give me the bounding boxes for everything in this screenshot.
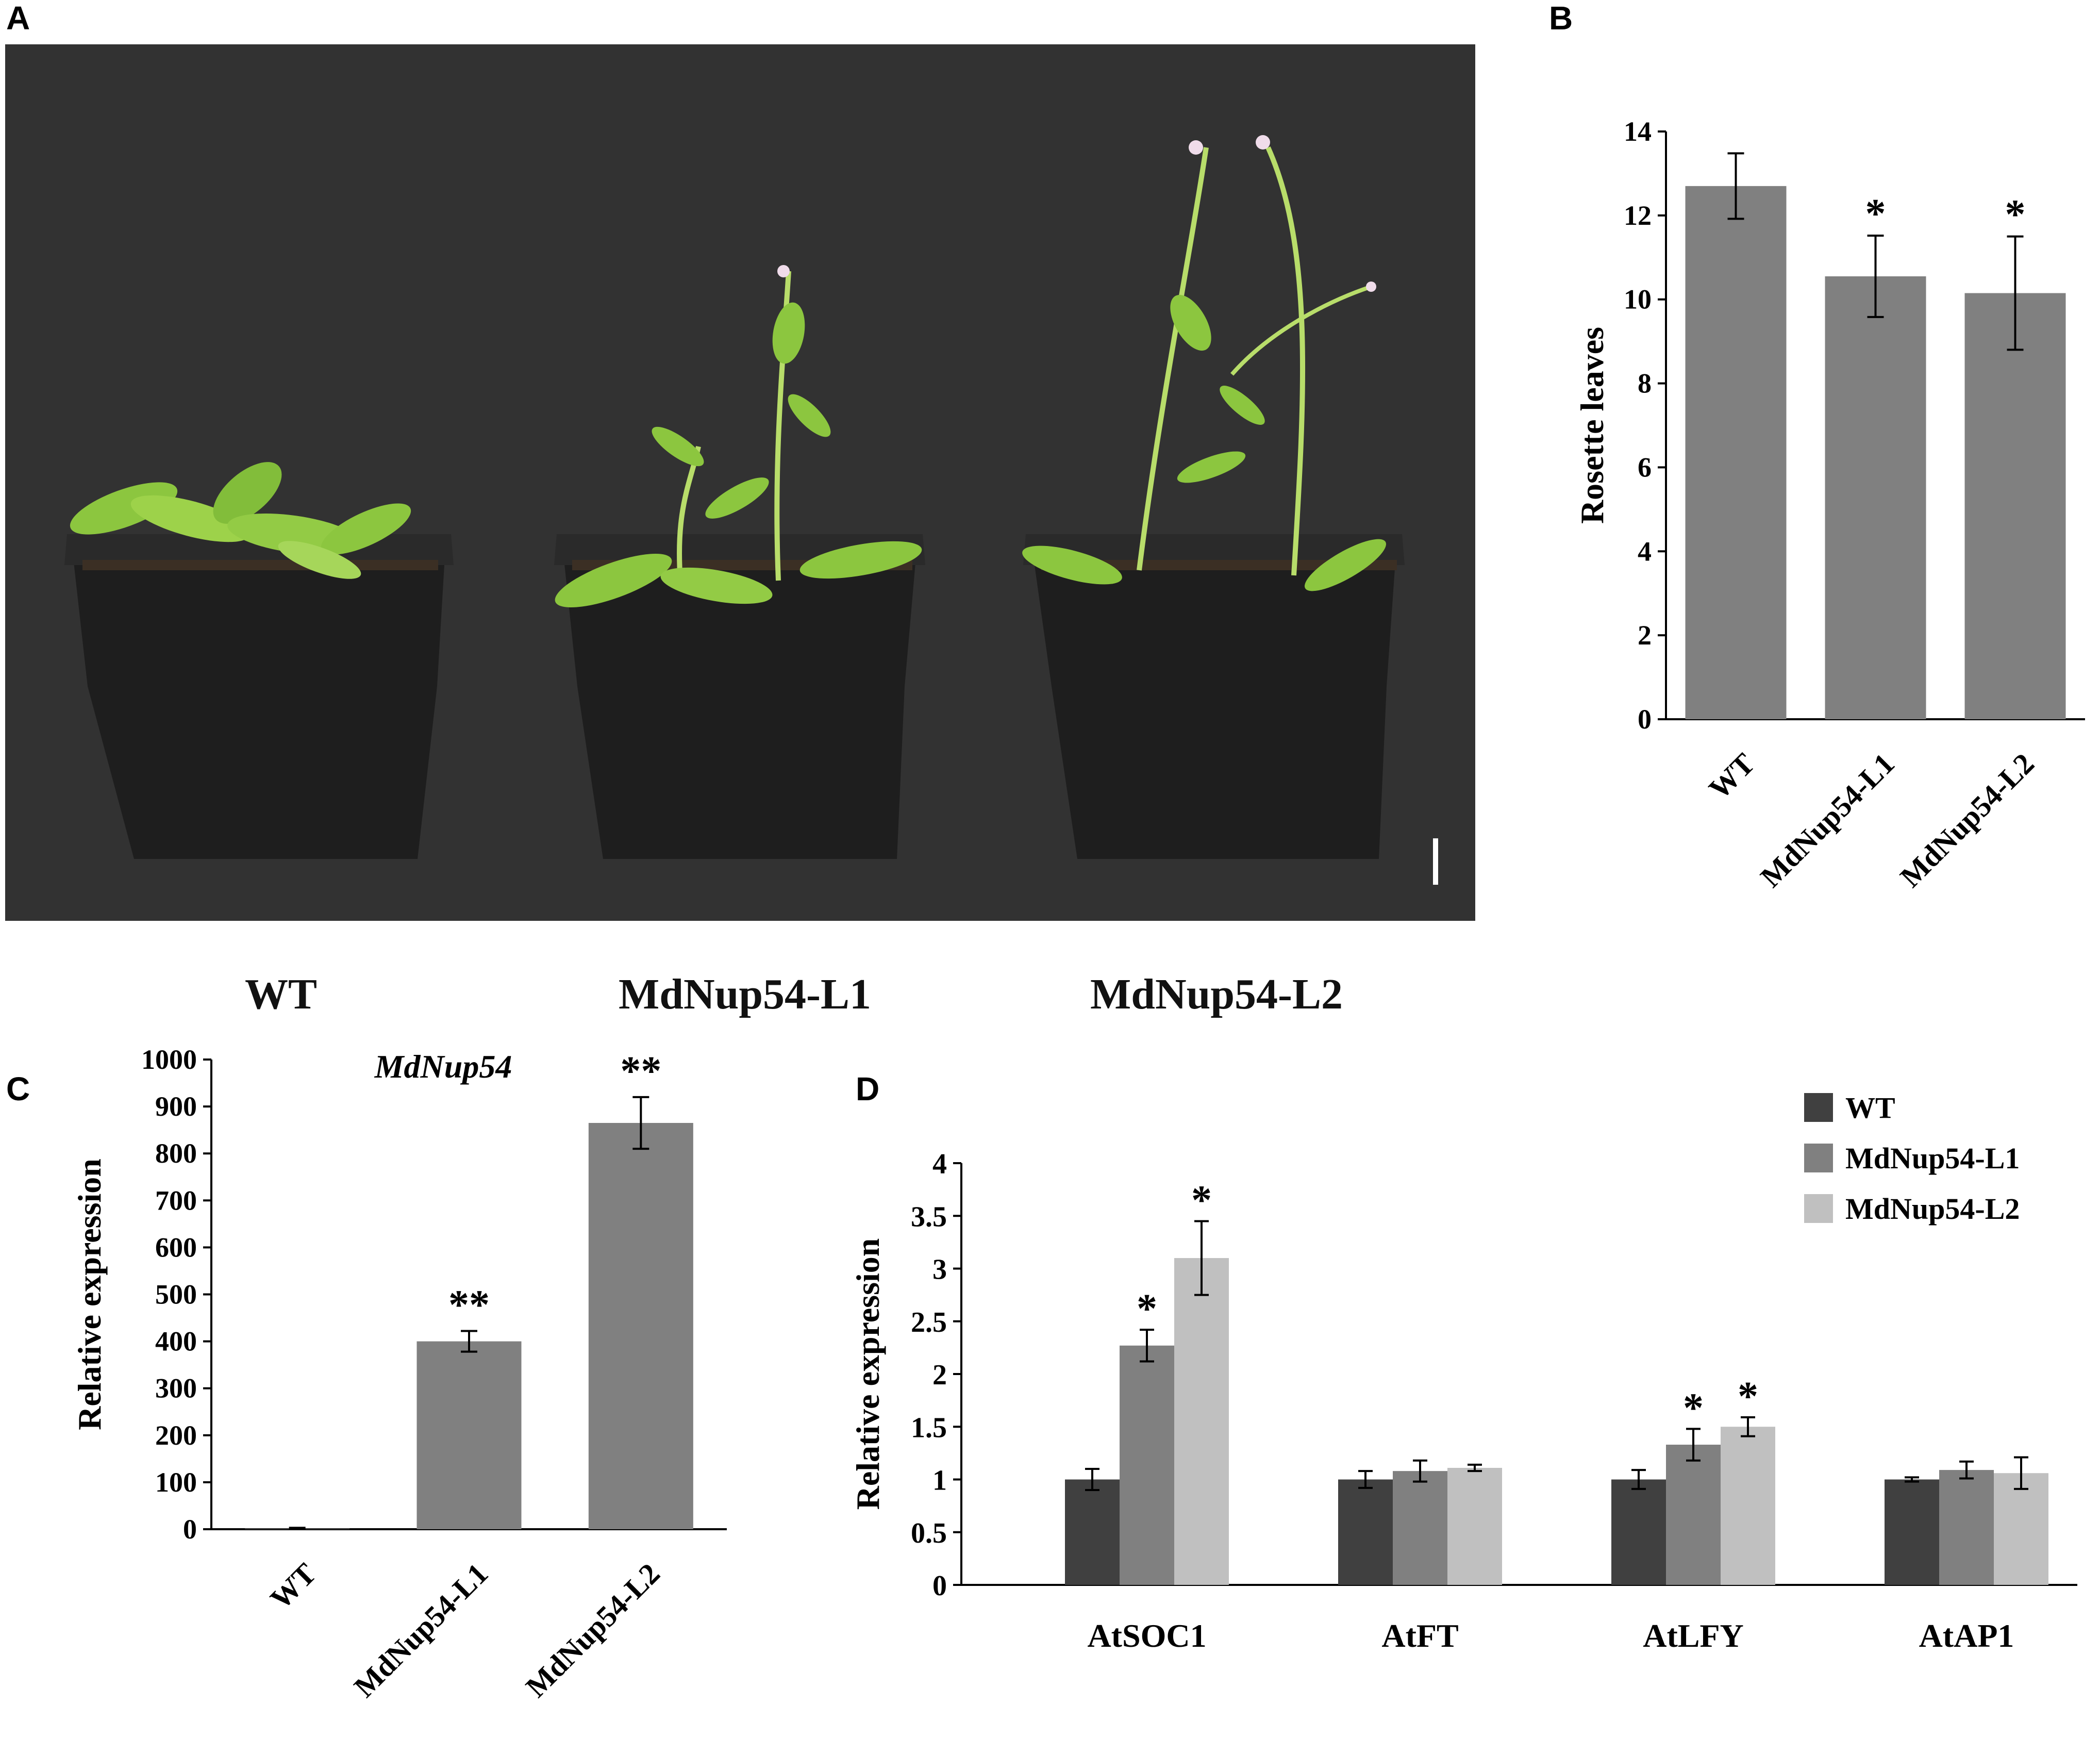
y-tick-label: 700	[155, 1185, 197, 1216]
bar	[416, 1341, 522, 1529]
bar	[1885, 1479, 1939, 1585]
y-tick-label: 500	[155, 1279, 197, 1310]
bar	[1666, 1445, 1721, 1585]
plant-photo-drawing	[5, 44, 1475, 921]
bar	[1393, 1471, 1447, 1585]
bar	[1825, 276, 1926, 719]
y-tick-label: 900	[155, 1091, 197, 1122]
significance-mark: *	[1137, 1286, 1157, 1332]
y-tick-label: 3	[932, 1254, 947, 1286]
y-tick-label: 14	[1624, 116, 1652, 147]
legend-swatch	[1804, 1093, 1833, 1122]
significance-mark: *	[1865, 191, 1886, 237]
legend-swatch	[1804, 1144, 1833, 1172]
y-tick-label: 100	[155, 1467, 197, 1498]
x-tick-label: AtLFY	[1643, 1617, 1744, 1654]
y-axis-label: Rosette leaves	[1574, 327, 1610, 524]
y-tick-label: 1000	[141, 1044, 197, 1075]
pot-wt	[64, 462, 454, 859]
y-tick-label: 12	[1624, 200, 1652, 231]
plant-photo	[5, 44, 1475, 921]
panel-label-b: B	[1549, 0, 1573, 37]
bar	[1721, 1427, 1775, 1585]
y-tick-label: 1.5	[911, 1412, 947, 1444]
chart-c: 01002003004005006007008009001000WT**MdNu…	[71, 1044, 727, 1703]
panel-label-d: D	[856, 1070, 880, 1107]
bar	[1994, 1473, 2048, 1585]
y-tick-label: 400	[155, 1326, 197, 1357]
bar	[1447, 1468, 1502, 1585]
legend-label: WT	[1845, 1091, 1895, 1124]
y-tick-label: 2.5	[911, 1306, 947, 1338]
bar	[1611, 1479, 1666, 1585]
y-tick-label: 4	[932, 1148, 947, 1180]
y-tick-label: 800	[155, 1138, 197, 1169]
y-tick-label: 1	[932, 1465, 947, 1497]
y-tick-label: 0	[932, 1570, 947, 1602]
y-tick-label: 6	[1638, 452, 1652, 483]
significance-mark: *	[2005, 192, 2026, 238]
bar	[588, 1122, 693, 1529]
y-tick-label: 2	[1638, 620, 1652, 651]
bar	[1939, 1470, 1994, 1585]
bar	[1964, 293, 2066, 719]
bar	[1120, 1345, 1174, 1585]
y-tick-label: 4	[1638, 536, 1652, 567]
y-tick-label: 200	[155, 1420, 197, 1451]
y-tick-label: 2	[932, 1359, 947, 1391]
y-axis-label: Relative expression	[71, 1159, 108, 1430]
chart-title: MdNup54	[374, 1048, 512, 1085]
bar	[1685, 186, 1787, 719]
legend-label: MdNup54-L1	[1845, 1142, 2020, 1175]
x-tick-label: AtSOC1	[1087, 1617, 1206, 1654]
x-tick-label: AtFT	[1381, 1617, 1458, 1654]
y-axis-label: Relative expression	[849, 1238, 886, 1510]
bar	[1065, 1479, 1120, 1585]
x-tick-label: AtAP1	[1919, 1617, 2014, 1654]
y-tick-label: 0.5	[911, 1517, 947, 1549]
pot-l1	[554, 265, 925, 859]
scale-bar	[1433, 838, 1438, 885]
significance-mark: *	[1683, 1385, 1704, 1431]
legend-swatch	[1804, 1194, 1833, 1223]
y-tick-label: 300	[155, 1373, 197, 1404]
legend-label: MdNup54-L2	[1845, 1192, 2020, 1226]
pot-l2	[1022, 135, 1405, 859]
panel-label-a: A	[6, 0, 30, 37]
y-tick-label: 600	[155, 1232, 197, 1263]
y-tick-label: 3.5	[911, 1201, 947, 1233]
significance-mark: *	[1191, 1178, 1212, 1223]
bar	[1174, 1258, 1229, 1585]
caption-wt: WT	[244, 970, 318, 1018]
y-tick-label: 8	[1638, 368, 1652, 399]
chart-b: 02468101214WT*MdNup54-L1*MdNup54-L2Roset…	[1574, 116, 2085, 894]
caption-l1: MdNup54-L1	[618, 970, 872, 1018]
significance-mark: **	[620, 1049, 661, 1094]
caption-l2: MdNup54-L2	[1090, 970, 1343, 1018]
significance-mark: *	[1738, 1374, 1758, 1419]
y-tick-label: 0	[1638, 704, 1652, 735]
y-tick-label: 0	[183, 1514, 197, 1545]
y-tick-label: 10	[1624, 284, 1652, 315]
bar	[1338, 1479, 1393, 1585]
significance-mark: **	[448, 1283, 490, 1328]
panel-label-c: C	[6, 1070, 30, 1107]
